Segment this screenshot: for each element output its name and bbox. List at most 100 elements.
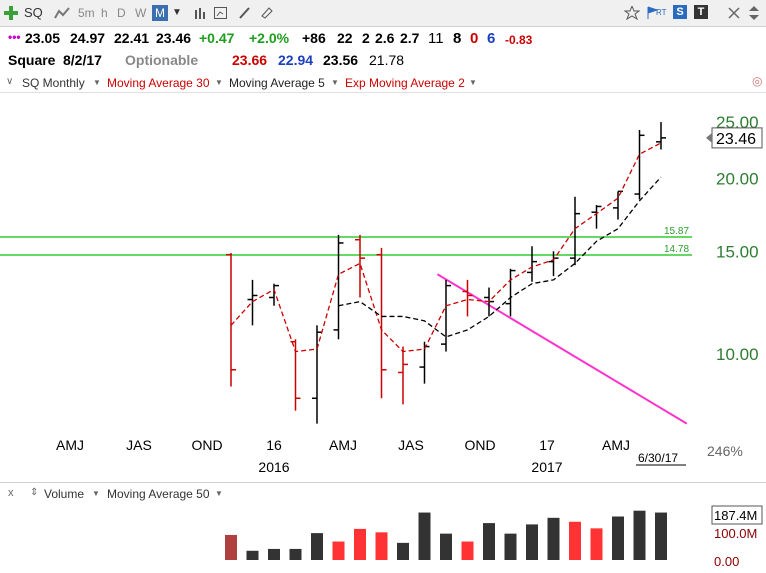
timeframe-hour[interactable]: h	[101, 6, 108, 20]
legend-ema2[interactable]: Exp Moving Average 2	[345, 76, 465, 90]
ohlc-bar	[527, 246, 537, 282]
volume-tick-label: 0.00	[714, 554, 739, 569]
volume-ma50-label[interactable]: Moving Average 50	[107, 487, 210, 501]
collapse-icon[interactable]: ∨	[6, 76, 14, 87]
volume-bar	[375, 532, 388, 560]
y-tick-label: 10.00	[716, 345, 759, 364]
s-badge-icon[interactable]: S	[673, 5, 687, 19]
x-axis: AMJ JAS OND 16 AMJ JAS OND 17 AMJ 2016 2017 6/30/17	[56, 437, 686, 475]
volume-bar	[246, 550, 259, 560]
x-tick-label: AMJ	[56, 437, 84, 453]
current-price-pointer-icon	[706, 132, 712, 143]
menu-dots-icon[interactable]: •••	[8, 30, 21, 44]
quote-stat-2: 2	[362, 30, 370, 46]
volume-ma50-dropdown-icon[interactable]: ▼	[215, 489, 223, 498]
chart-legend: ∨ SQ Monthly ▼ Moving Average 30 ▼ Movin…	[0, 72, 766, 93]
quote-low: 22.41	[114, 30, 150, 46]
year-label: 2016	[258, 459, 289, 475]
indicator-icon[interactable]	[214, 6, 228, 19]
legend-ma5[interactable]: Moving Average 5	[229, 76, 325, 90]
volume-bar	[547, 517, 560, 560]
ohlc-bar	[226, 252, 236, 387]
quote-stat-7: 0	[470, 30, 479, 47]
horizontal-lines: 15.87 14.78	[0, 226, 692, 256]
volume-label[interactable]: Volume	[44, 487, 85, 501]
volume-bar	[268, 548, 280, 560]
rt-icon[interactable]: RT	[656, 8, 667, 17]
info-value-2: 22.94	[278, 52, 314, 68]
volume-bar	[504, 533, 517, 560]
ohlc-bar	[398, 346, 408, 405]
x-tick-label: 17	[539, 437, 555, 453]
volume-bar	[311, 533, 323, 560]
legend-ma30[interactable]: Moving Average 30	[107, 76, 210, 90]
x-tick-label: JAS	[126, 437, 152, 453]
draw-tool-icon[interactable]	[238, 6, 252, 19]
add-symbol-icon[interactable]	[4, 6, 18, 20]
volume-legend: x ⇕ Volume ▼ Moving Average 50 ▼	[0, 482, 766, 503]
volume-axis: 187.4M 100.0M 0.00	[711, 505, 763, 569]
quote-stat-4: 2.7	[400, 30, 420, 46]
volume-current-label: 187.4M	[714, 508, 757, 523]
x-tick-label: OND	[464, 437, 495, 453]
legend-series[interactable]: SQ Monthly	[22, 76, 85, 90]
quote-stat-8: 6	[487, 30, 496, 47]
y-tick-label: 15.00	[716, 242, 759, 261]
close-icon[interactable]	[728, 6, 742, 19]
timeframe-5m[interactable]: 5m	[78, 6, 95, 20]
current-price-label: 23.46	[716, 131, 756, 148]
flag-icon[interactable]	[646, 6, 660, 19]
chart-style-icon[interactable]	[54, 6, 70, 19]
quote-rs-rating: +86	[302, 30, 326, 46]
ohlc-bar	[355, 234, 365, 298]
notes-icon[interactable]	[260, 6, 274, 19]
t-badge-icon[interactable]: T	[694, 5, 708, 19]
volume-bar	[612, 516, 624, 560]
price-bars	[226, 122, 666, 424]
x-tick-label: JAS	[398, 437, 424, 453]
timeframe-monthly[interactable]: M	[152, 5, 168, 21]
legend-ma30-dropdown-icon[interactable]: ▼	[215, 78, 223, 87]
volume-bars	[225, 510, 667, 560]
info-value-1: 23.66	[232, 52, 268, 68]
volume-bar	[418, 512, 431, 560]
ohlc-bar	[269, 283, 279, 306]
volume-bar	[440, 533, 452, 560]
ohlc-bar	[333, 234, 344, 340]
y-tick-label: 25.00	[716, 113, 759, 132]
quote-stat-6: 8	[453, 30, 462, 47]
volume-dropdown-icon[interactable]: ▼	[92, 489, 100, 498]
volume-bar	[332, 541, 345, 560]
toolbar: SQ 5m h D W M ▼ RT S T	[0, 0, 766, 27]
timeframe-daily[interactable]: D	[117, 6, 126, 20]
volume-bar	[354, 528, 366, 560]
ticker-symbol[interactable]: SQ	[24, 5, 43, 20]
trendline[interactable]	[436, 273, 688, 425]
favorite-star-icon[interactable]	[623, 4, 641, 21]
legend-series-dropdown-icon[interactable]: ▼	[93, 78, 101, 87]
resize-icon[interactable]	[748, 6, 762, 20]
y-tick-label: 20.00	[716, 169, 759, 188]
ohlc-bar	[505, 268, 516, 317]
bar-chart-icon[interactable]	[194, 6, 208, 19]
legend-ema2-dropdown-icon[interactable]: ▼	[469, 78, 477, 87]
ohlc-bar	[462, 279, 473, 317]
volume-chart[interactable]: 187.4M 100.0M 0.00	[0, 502, 766, 573]
legend-ma5-dropdown-icon[interactable]: ▼	[331, 78, 339, 87]
timeframe-dropdown-icon[interactable]: ▼	[172, 7, 182, 18]
company-name: Square	[8, 52, 56, 68]
volume-tick-label: 100.0M	[714, 526, 757, 541]
ohlc-bar	[376, 247, 387, 399]
ohlc-bar	[441, 279, 451, 352]
timeframe-weekly[interactable]: W	[135, 6, 147, 20]
volume-collapse-icon[interactable]: x	[8, 487, 14, 499]
volume-sort-icon[interactable]: ⇕	[30, 487, 39, 498]
chart-settings-icon[interactable]: ◎	[752, 74, 763, 88]
hline-label: 14.78	[664, 244, 689, 255]
ohlc-bar	[570, 196, 580, 266]
volume-bar	[655, 512, 667, 560]
quote-close: 23.46	[156, 30, 192, 46]
volume-bar	[483, 523, 495, 560]
